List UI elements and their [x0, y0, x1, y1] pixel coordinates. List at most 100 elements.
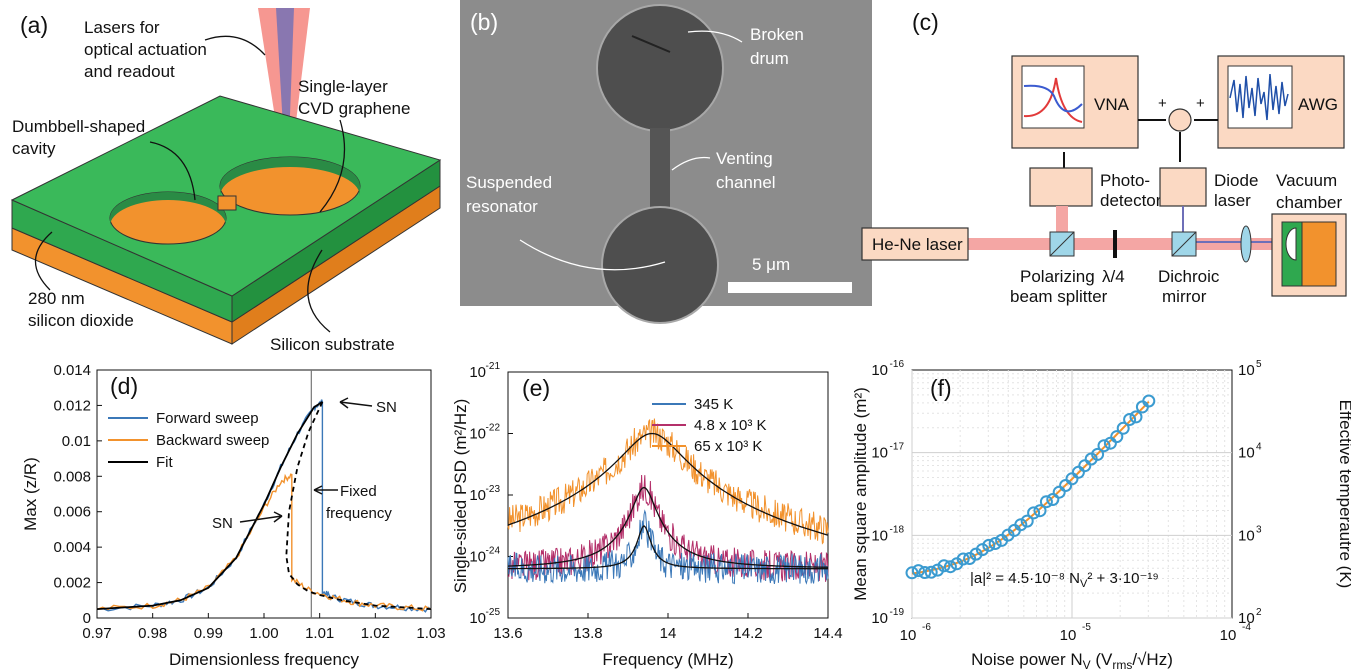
- chamber-window: [1285, 227, 1297, 261]
- f-ytick-exp: -19: [890, 607, 905, 618]
- f-data-point: [1091, 447, 1105, 461]
- e-ytick-label: 10: [469, 487, 486, 504]
- d-ytick-label: 0.006: [53, 504, 91, 521]
- scale-bar-label: 5 μm: [752, 255, 790, 274]
- e-ytick-exp: -25: [486, 607, 501, 618]
- f-data-point: [1129, 410, 1143, 424]
- oxide-label-1: 280 nm: [28, 289, 85, 308]
- cavity-left-wall: [110, 192, 226, 226]
- venting-label-1: Venting: [716, 149, 773, 168]
- suspended-label-2: resonator: [466, 197, 538, 216]
- f-xlabel-unit: (V: [1091, 650, 1113, 669]
- e-ytick-label: 10: [469, 610, 486, 627]
- e-series-1: [507, 474, 829, 582]
- f-data-point: [1020, 514, 1034, 528]
- d-sn-left-arrow: [239, 511, 283, 523]
- d-legend-fit: Fit: [156, 454, 173, 471]
- vacuum-label-2: chamber: [1276, 193, 1342, 212]
- f-data-point: [1142, 394, 1156, 408]
- oxide-leader: [34, 231, 53, 291]
- d-legend-backward: Backward sweep: [156, 432, 269, 449]
- e-legend-65000: 65 x 10³ K: [694, 438, 762, 455]
- lasers-label-3: and readout: [84, 62, 175, 81]
- f-ytick-exp: -16: [890, 359, 905, 370]
- vna-curve-blue: [1023, 84, 1083, 113]
- e-fit-2: [507, 432, 829, 536]
- d-ytick-label: 0.01: [62, 433, 91, 450]
- plus-left: +: [1158, 95, 1167, 112]
- e-legend-345: 345 K: [694, 396, 733, 413]
- f-ytick-label: 10: [871, 362, 888, 379]
- f-equation-rest: ² + 3·10⁻¹⁹: [1087, 570, 1158, 587]
- f-data-point: [988, 537, 1002, 550]
- f-xtick-label: 10: [1220, 627, 1237, 644]
- e-ytick-label: 10: [469, 364, 486, 381]
- d-ytick-label: 0.012: [53, 397, 91, 414]
- e-ytick-label: 10: [469, 549, 486, 566]
- diode-label-1: Diode: [1214, 171, 1258, 190]
- graphene-label-1: Single-layer: [298, 77, 388, 96]
- cavity-label-2: cavity: [12, 139, 56, 158]
- f-y2tick-label: 10: [1238, 610, 1255, 627]
- cavity-label-1: Dumbbell-shaped: [12, 117, 145, 136]
- panel-b-letter: (b): [470, 9, 498, 35]
- suspended-leader: [519, 239, 666, 271]
- d-series-1: [96, 473, 432, 612]
- broken-label-2: drum: [750, 49, 789, 68]
- vacuum-label-1: Vacuum: [1276, 171, 1337, 190]
- diode-box: [1159, 167, 1207, 207]
- cavity-channel: [217, 195, 237, 211]
- cavity-right-wall: [220, 157, 360, 196]
- e-ytick-exp: -21: [486, 361, 501, 372]
- f-y2tick-exp: 3: [1256, 524, 1262, 535]
- dichroic-label-2: mirror: [1162, 287, 1207, 306]
- panel-a: (a) Lasers for optical actuation and rea…: [10, 8, 442, 354]
- f-data-point: [911, 564, 925, 578]
- f-xlabel-tail: /√Hz): [1132, 650, 1173, 669]
- drum-bottom: [601, 206, 719, 324]
- hene-box: [861, 227, 969, 261]
- d-xtick-label: 0.97: [82, 625, 111, 642]
- d-fixed-1: Fixed: [340, 483, 377, 500]
- venting-leader: [671, 156, 711, 171]
- d-ytick-label: 0.002: [53, 575, 91, 592]
- plot-f-grid: [911, 370, 1232, 619]
- e-legend-4800: 4.8 x 10³ K: [694, 417, 767, 434]
- f-data-point: [1078, 459, 1092, 473]
- d-xtick-label: 1.02: [361, 625, 390, 642]
- panel-d: 0.97 0.98 0.99 1.00 1.01 1.02 1.03 0 0.002 0.004 0…: [21, 362, 446, 669]
- f-data-point: [918, 566, 932, 579]
- f-data-point: [1033, 504, 1047, 518]
- f-data-point: [1052, 485, 1066, 499]
- f-data-point: [937, 559, 951, 573]
- e-series-2: [507, 418, 829, 545]
- graphene-leader: [319, 119, 346, 213]
- f-ytick-label: 10: [871, 527, 888, 544]
- f-xlabel: Noise power NV (Vrms/√Hz): [971, 650, 1173, 672]
- pbs-label-1: Polarizing: [1020, 267, 1095, 286]
- f-y2tick-exp: 2: [1256, 607, 1262, 618]
- scale-bar: [728, 282, 852, 293]
- laser-beam-blue: [276, 8, 294, 195]
- f-xlabel-main: Noise power N: [971, 650, 1083, 669]
- e-xtick-label: 14.4: [813, 625, 842, 642]
- e-ylabel: Single-sided PSD (m²/Hz): [451, 399, 470, 594]
- plot-e-lines: [507, 418, 829, 585]
- f-xtick-exp: -5: [1082, 622, 1091, 633]
- e-ytick-label: 10: [469, 426, 486, 443]
- panel-d-letter: (d): [110, 373, 138, 399]
- e-xtick-label: 14: [660, 625, 677, 642]
- f-data-point: [1123, 413, 1137, 426]
- lasers-label-1: Lasers for: [84, 18, 160, 37]
- e-xtick-label: 13.8: [573, 625, 602, 642]
- f-ytick-label: 10: [871, 445, 888, 462]
- broken-label-1: Broken: [750, 25, 804, 44]
- f-xlabel-sub-v: V: [1083, 658, 1091, 672]
- e-ytick-exp: -24: [486, 546, 501, 557]
- graphene-label-2: CVD graphene: [298, 99, 410, 118]
- e-xtick-label: 13.6: [493, 625, 522, 642]
- d-ytick-label: 0.004: [53, 539, 91, 556]
- f-data-point: [905, 566, 919, 580]
